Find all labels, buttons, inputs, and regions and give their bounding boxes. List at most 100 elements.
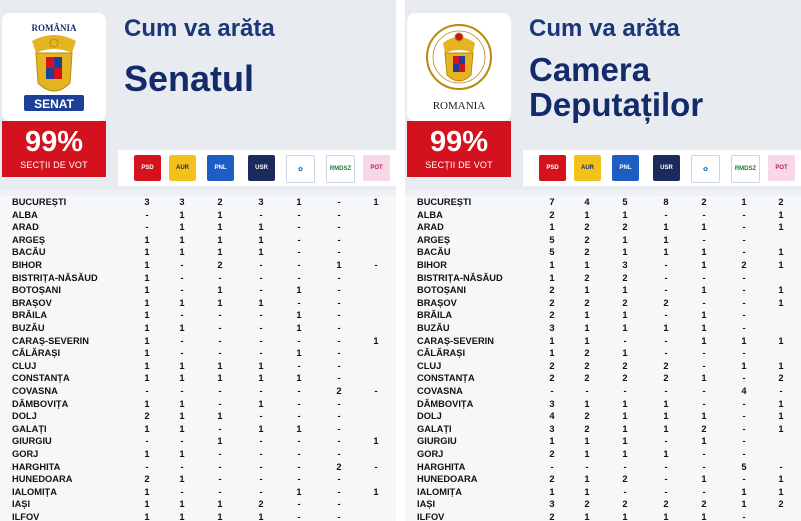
- senat-sos-flower-icon: ✿: [286, 155, 315, 183]
- seat-count-aur: 1: [584, 310, 590, 321]
- seat-count-rmdsz: -: [742, 234, 746, 245]
- senat-percent-box: 99% SECȚII DE VOT: [2, 121, 106, 177]
- seat-count-pnl: 2: [622, 373, 628, 384]
- senat-logo: ROMÂNIA SENAT: [2, 13, 106, 121]
- table-row: BISTRIȚA-NĂSĂUD 1 2 2 - - -: [405, 271, 801, 286]
- table-row: CONSTANȚA 1 1 1 1 1 -: [0, 372, 396, 386]
- county-name: BIHOR: [417, 260, 447, 270]
- seat-count-aur: 1: [179, 474, 185, 485]
- camera-title-line-1: Camera: [529, 51, 651, 88]
- seat-count-aur: 1: [584, 209, 590, 220]
- county-name: DOLJ: [12, 411, 37, 422]
- seat-count-pot: 1: [778, 335, 784, 346]
- seat-count-aur: 2: [584, 234, 590, 245]
- table-row: CĂLĂRAȘI 1 2 1 - - -: [405, 347, 801, 361]
- seat-count-rmdsz: -: [337, 360, 341, 371]
- seat-count-pnl: 1: [217, 234, 223, 245]
- camera-tulip-icon: RMDSZ: [731, 155, 760, 183]
- seat-count-psd: 3: [144, 197, 150, 207]
- table-row: GALAȚI 1 1 - 1 1 -: [0, 422, 396, 437]
- seat-count-usr: -: [664, 272, 668, 283]
- seat-count-pot: -: [779, 386, 783, 396]
- seat-count-sos: -: [297, 474, 301, 485]
- seat-count-sos: 1: [296, 348, 302, 359]
- seat-count-aur: 1: [179, 499, 185, 510]
- seat-count-usr: 2: [663, 373, 669, 384]
- county-name: BACĂU: [417, 247, 451, 258]
- seat-count-aur: 1: [179, 449, 185, 459]
- seat-count-rmdsz: -: [337, 335, 341, 346]
- camera-percent-box: 99% SECȚII DE VOT: [407, 121, 511, 177]
- seat-count-sos: 1: [701, 474, 707, 485]
- seat-count-aur: 1: [584, 436, 590, 447]
- seat-count-aur: 1: [584, 474, 590, 485]
- county-name: HARGHITA: [12, 461, 61, 472]
- seat-count-usr: -: [259, 411, 263, 422]
- senat-aur-icon: AUR: [169, 155, 196, 181]
- seat-count-psd: 3: [549, 423, 555, 434]
- seat-count-pnl: -: [623, 386, 627, 396]
- seat-count-psd: 1: [549, 222, 555, 233]
- seat-count-sos: -: [297, 436, 301, 447]
- county-name: ALBA: [417, 209, 443, 220]
- seat-count-pnl: 2: [217, 260, 223, 270]
- seat-count-rmdsz: -: [742, 423, 746, 434]
- seat-count-aur: 1: [179, 209, 185, 220]
- seat-count-usr: -: [259, 348, 263, 359]
- seat-count-pnl: 1: [217, 247, 223, 258]
- seat-count-aur: -: [180, 260, 184, 270]
- camera-percent-label: SECȚII DE VOT: [425, 160, 493, 170]
- seat-count-sos: 2: [701, 423, 707, 434]
- senat-emblem-top-text: ROMÂNIA: [32, 23, 77, 33]
- seat-count-pnl: -: [218, 323, 222, 333]
- seat-count-pot: -: [374, 260, 378, 270]
- seat-count-aur: 1: [179, 222, 185, 233]
- table-row: ARAD 1 2 2 1 1 - 1: [405, 221, 801, 235]
- seat-count-aur: 1: [179, 297, 185, 308]
- table-row: CARAȘ-SEVERIN 1 1 - - 1 1 1: [405, 334, 801, 349]
- county-name: CARAȘ-SEVERIN: [417, 335, 494, 346]
- table-row: GIURGIU 1 1 1 - 1 -: [405, 435, 801, 449]
- seat-count-usr: 1: [663, 323, 669, 333]
- seat-count-sos: 1: [701, 323, 707, 333]
- seat-count-pnl: 1: [622, 411, 628, 422]
- camera-party-logos: PSD AUR PNL USR ✿ RMDSZ POT: [523, 150, 801, 186]
- seat-count-psd: 3: [549, 398, 555, 409]
- seat-count-usr: 1: [663, 398, 669, 409]
- seat-count-psd: 1: [144, 260, 150, 270]
- seat-count-sos: 1: [296, 373, 302, 384]
- seat-count-rmdsz: -: [742, 449, 746, 459]
- seat-count-sos: 1: [701, 436, 707, 447]
- seat-count-pnl: 2: [622, 360, 628, 371]
- seat-count-psd: 1: [144, 486, 150, 497]
- seat-count-rmdsz: -: [337, 411, 341, 422]
- seat-count-psd: 1: [144, 310, 150, 321]
- seat-count-pnl: 1: [622, 285, 628, 296]
- seat-count-psd: 1: [144, 512, 150, 521]
- seat-count-usr: -: [664, 335, 668, 346]
- table-row: BUCUREȘTI 3 3 2 3 1 - 1: [0, 196, 396, 210]
- seat-count-usr: 2: [663, 360, 669, 371]
- seat-count-psd: 2: [549, 360, 555, 371]
- seat-count-rmdsz: 1: [741, 197, 747, 207]
- seat-count-sos: 1: [296, 423, 302, 434]
- seat-count-sos: -: [702, 486, 706, 497]
- seat-count-pnl: -: [218, 386, 222, 396]
- seat-count-usr: -: [664, 461, 668, 472]
- camera-percent: 99%: [429, 126, 489, 158]
- seat-count-sos: 1: [296, 310, 302, 321]
- seat-count-rmdsz: 4: [741, 386, 747, 396]
- seat-count-rmdsz: 1: [741, 335, 747, 346]
- county-name: ARGEȘ: [417, 234, 451, 245]
- table-row: GORJ 2 1 1 1 - -: [405, 448, 801, 462]
- seat-count-psd: 2: [549, 373, 555, 384]
- seat-count-sos: -: [702, 461, 706, 472]
- senat-party-label: PSD: [141, 165, 154, 171]
- seat-count-usr: -: [259, 260, 263, 270]
- county-name: BUZĂU: [417, 323, 450, 333]
- seat-count-pot: 1: [778, 297, 784, 308]
- senat-pot-icon: POT: [363, 155, 390, 181]
- seat-count-rmdsz: -: [337, 209, 341, 220]
- seat-count-psd: 1: [144, 373, 150, 384]
- seat-count-pnl: -: [218, 474, 222, 485]
